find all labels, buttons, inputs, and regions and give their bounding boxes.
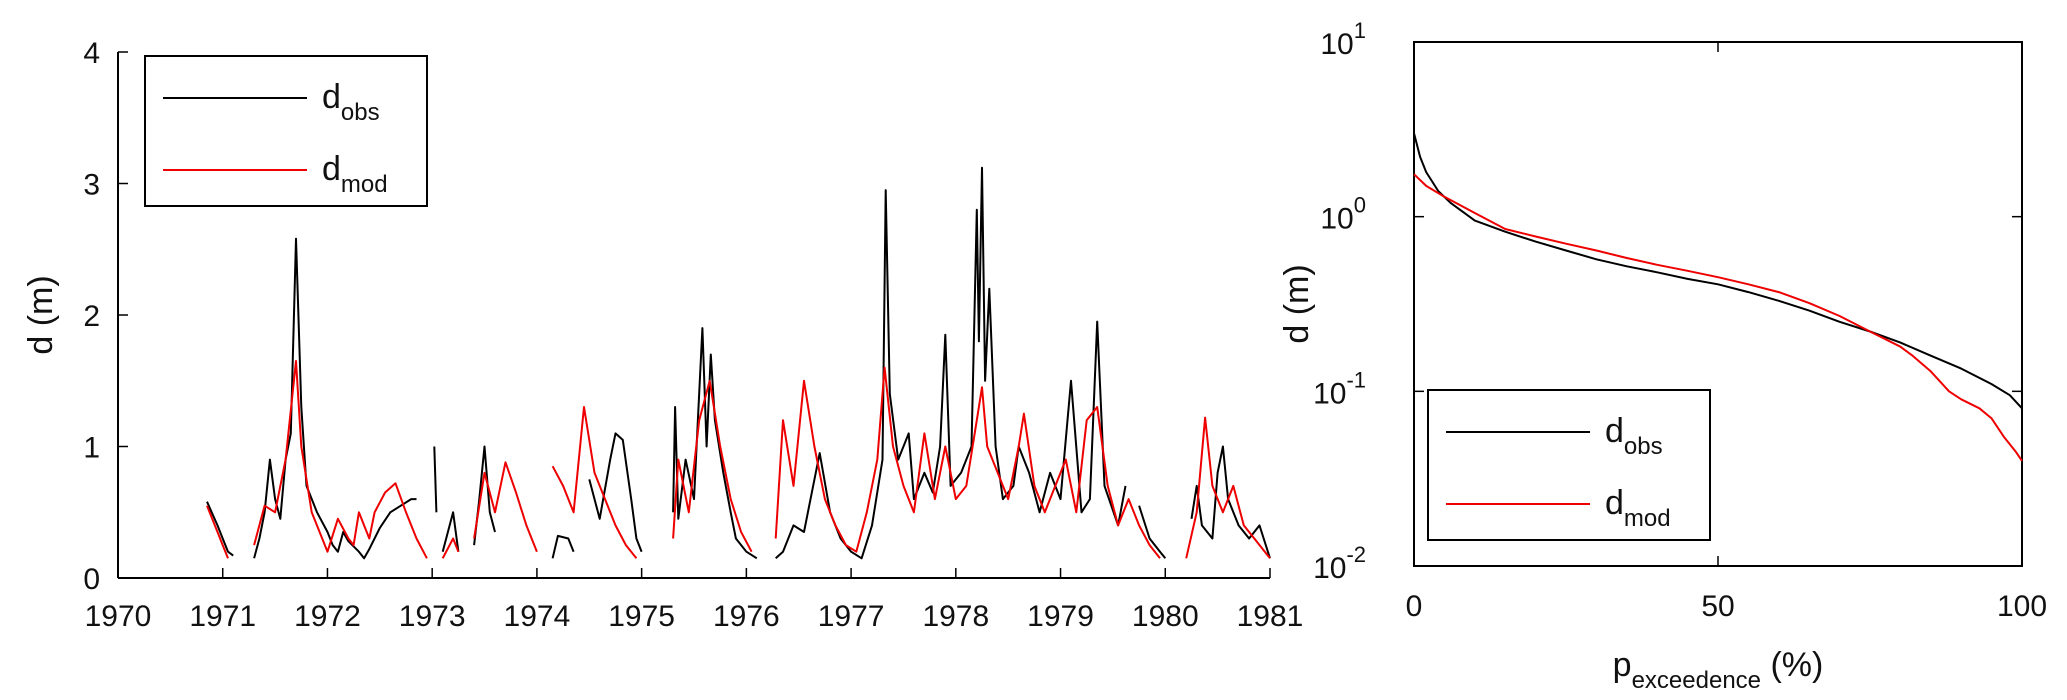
legend-label-d_obs-base: d: [322, 78, 341, 116]
legend-label-d_mod-base: d: [322, 150, 341, 188]
y-tick-base: 10: [1313, 552, 1346, 585]
x-tick-label: 1980: [1132, 600, 1199, 633]
series-d_obs-segment: [551, 534, 575, 559]
x-tick-label: 1974: [504, 600, 571, 633]
x-tick-label: 1970: [85, 600, 152, 633]
series-d_obs-line: [1413, 133, 2023, 409]
y-tick-label: 101: [1320, 18, 1366, 61]
x-axis-label-suffix: (%): [1761, 646, 1823, 684]
left-timeseries-chart: 0 1 2 3 4 1970 1971 1972 1973 1974 1975 1976 1977 197…: [22, 37, 1303, 633]
series-d_obs-segment: [473, 445, 496, 546]
legend-label-d_obs: dobs: [1605, 412, 1663, 460]
legend-box: [1427, 389, 1711, 541]
y-tick-exp: 0: [1354, 193, 1366, 218]
x-tick-label: 1979: [1027, 600, 1094, 633]
legend-label-d_mod-sub: mod: [1624, 505, 1671, 532]
y-tick-label: 10-2: [1313, 542, 1366, 585]
x-axis-label-sub: exceedence: [1632, 667, 1761, 694]
y-tick-label: 1: [83, 432, 100, 465]
x-tick-label: 0: [1406, 590, 1423, 623]
series-d_mod-segment: [473, 461, 538, 553]
series-d_mod-segment: [441, 537, 460, 559]
legend-label-d_mod-base: d: [1605, 484, 1624, 522]
y-tick-base: 10: [1313, 377, 1346, 410]
legend-label-d_obs: dobs: [322, 78, 380, 126]
series-d_obs-segment: [672, 327, 758, 560]
x-tick-label: 1975: [608, 600, 675, 633]
x-tick-label: 1977: [818, 600, 885, 633]
x-tick-label: 1972: [294, 600, 361, 633]
series-d_obs-segment: [1138, 505, 1167, 559]
x-tick-label: 1973: [399, 600, 466, 633]
series-d_obs-segment: [206, 501, 234, 557]
x-tick-label: 1971: [189, 600, 256, 633]
legend-label-d_mod-sub: mod: [341, 171, 388, 198]
series-d_mod-segment: [253, 360, 428, 559]
y-tick-base: 10: [1320, 203, 1353, 236]
legend-label-d_obs-sub: obs: [1624, 433, 1663, 460]
y-tick-exp: 1: [1354, 18, 1366, 43]
legend-label-d_obs-base: d: [1605, 412, 1624, 450]
x-tick-label: 1981: [1237, 600, 1304, 633]
series-d_obs-segment: [588, 432, 643, 553]
y-axis-label: d (m): [1278, 264, 1316, 343]
legend-label-d_mod: dmod: [322, 150, 388, 198]
y-tick-label: 0: [83, 563, 100, 596]
series-d_mod-segment: [551, 406, 638, 559]
y-tick-exp: -2: [1346, 542, 1366, 567]
y-tick-base: 10: [1320, 28, 1353, 61]
x-axis-label-base: p: [1613, 646, 1632, 684]
series-d_obs-segment: [775, 166, 1127, 560]
y-tick-exp: -1: [1346, 367, 1366, 392]
y-tick-label: 10-1: [1313, 367, 1366, 410]
legend-box: [144, 55, 428, 207]
series-d_obs-segment: [253, 237, 417, 560]
x-tick-label: 50: [1701, 590, 1734, 623]
series-d_obs-segment: [433, 446, 438, 513]
series-d_mod-segment: [1185, 416, 1271, 559]
series-d_mod-segment: [206, 505, 229, 559]
y-axis-label: d (m): [22, 275, 60, 354]
y-tick-label: 3: [83, 169, 100, 202]
y-tick-label: 100: [1320, 193, 1366, 236]
x-tick-label: 100: [1997, 590, 2047, 623]
series-d_obs-segment: [441, 511, 460, 552]
x-axis-label: pexceedence (%): [1613, 646, 1824, 694]
series-d_mod-line: [1413, 173, 2023, 462]
y-tick-label: 2: [83, 300, 100, 333]
series-d_mod-segment: [672, 379, 753, 553]
legend-label-d_mod: dmod: [1605, 484, 1671, 532]
y-tick-label: 4: [83, 37, 100, 70]
x-tick-label: 1978: [922, 600, 989, 633]
series-d_obs-segment: [1190, 445, 1271, 559]
x-tick-label: 1976: [713, 600, 780, 633]
legend-label-d_obs-sub: obs: [341, 99, 380, 126]
series-d_mod-segment: [774, 366, 1161, 559]
